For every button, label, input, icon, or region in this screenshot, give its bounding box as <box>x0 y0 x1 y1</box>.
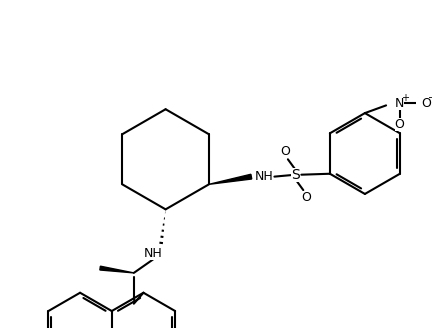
Text: O: O <box>422 97 432 110</box>
Text: N: N <box>395 97 404 110</box>
Text: NH: NH <box>254 170 273 183</box>
Text: +: + <box>401 93 410 103</box>
Polygon shape <box>100 266 134 273</box>
Text: NH: NH <box>144 247 162 260</box>
Text: O: O <box>301 191 311 204</box>
Polygon shape <box>209 174 252 184</box>
Text: −: − <box>428 93 432 103</box>
Text: O: O <box>394 118 404 131</box>
Text: O: O <box>280 145 290 158</box>
Text: S: S <box>291 168 300 182</box>
